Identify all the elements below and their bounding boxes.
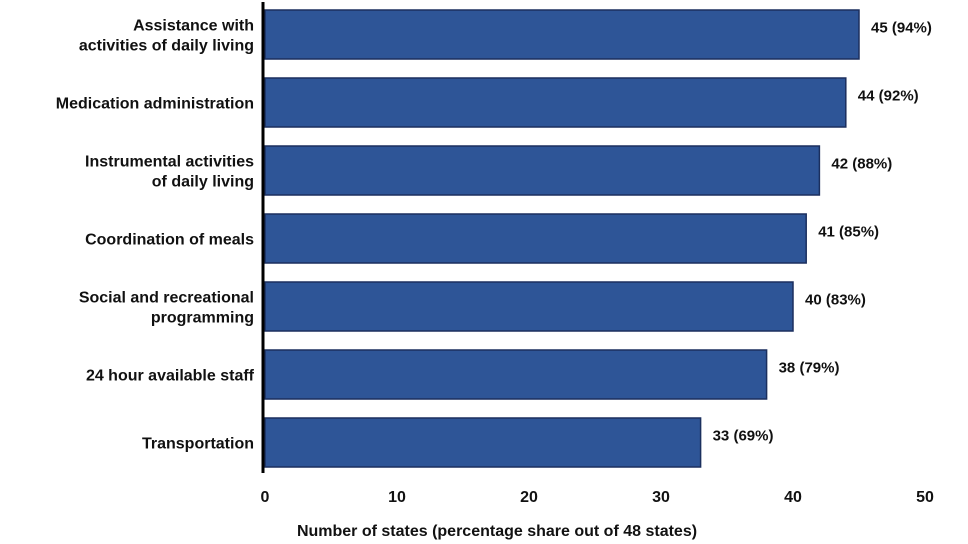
bar [264,417,702,468]
bars-group [264,9,860,468]
category-label: activities of daily living [79,38,254,55]
x-tick-label: 0 [261,489,270,506]
data-label: 40 (83%) [805,292,866,309]
bar [264,213,807,264]
x-tick-label: 20 [520,489,538,506]
data-label: 41 (85%) [818,224,879,241]
x-tick-label: 40 [784,489,802,506]
data-label: 38 (79%) [779,360,840,377]
category-label: Assistance with [133,18,254,35]
category-label: Social and recreational [79,290,254,307]
data-label: 42 (88%) [831,156,892,173]
data-label: 45 (94%) [871,20,932,37]
bar [264,77,847,128]
category-label: Transportation [142,436,254,453]
data-labels: 45 (94%) 44 (92%) 42 (88%) 41 (85%) 40 (83%)… [713,20,932,445]
category-label: Medication administration [56,96,254,113]
x-axis-title: Number of states (percentage share out o… [297,523,697,540]
category-labels: Assistance with activities of daily livin… [56,18,255,453]
x-tick-label: 50 [916,489,934,506]
bar [264,349,768,400]
x-tick-labels: 0 10 20 30 40 50 [261,489,934,506]
bar [264,145,821,196]
category-label: programming [151,310,254,327]
bar [264,9,860,60]
data-label: 33 (69%) [713,428,774,445]
bar [264,281,794,332]
category-label: Coordination of meals [85,232,254,249]
x-tick-label: 30 [652,489,670,506]
x-tick-label: 10 [388,489,406,506]
category-label: Instrumental activities [85,154,254,171]
data-label: 44 (92%) [858,88,919,105]
category-label: 24 hour available staff [86,368,255,385]
category-label: of daily living [152,174,254,191]
